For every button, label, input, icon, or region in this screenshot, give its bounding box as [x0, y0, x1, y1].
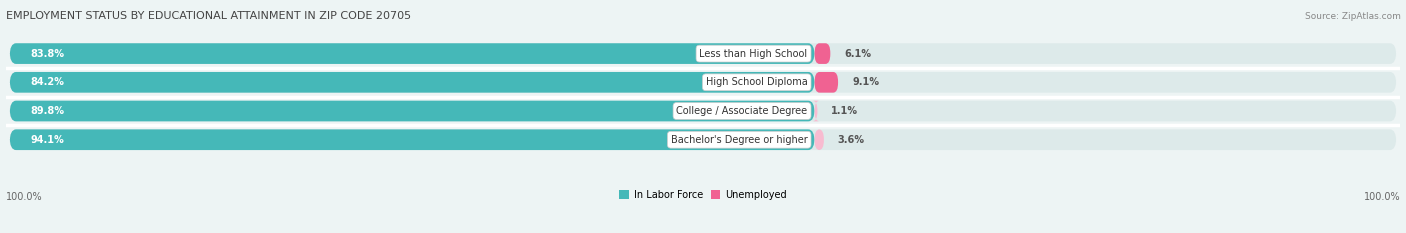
- FancyBboxPatch shape: [10, 101, 1396, 121]
- FancyBboxPatch shape: [813, 101, 820, 121]
- FancyBboxPatch shape: [10, 101, 814, 121]
- FancyBboxPatch shape: [10, 43, 1396, 64]
- Text: 94.1%: 94.1%: [31, 135, 65, 145]
- Text: High School Diploma: High School Diploma: [706, 77, 807, 87]
- Text: Bachelor's Degree or higher: Bachelor's Degree or higher: [671, 135, 807, 145]
- Text: 100.0%: 100.0%: [1364, 192, 1400, 202]
- FancyBboxPatch shape: [10, 72, 814, 93]
- Legend: In Labor Force, Unemployed: In Labor Force, Unemployed: [616, 186, 790, 204]
- Text: EMPLOYMENT STATUS BY EDUCATIONAL ATTAINMENT IN ZIP CODE 20705: EMPLOYMENT STATUS BY EDUCATIONAL ATTAINM…: [6, 11, 411, 21]
- Text: 84.2%: 84.2%: [31, 77, 65, 87]
- Text: Source: ZipAtlas.com: Source: ZipAtlas.com: [1305, 12, 1400, 21]
- Text: 1.1%: 1.1%: [831, 106, 859, 116]
- Text: 3.6%: 3.6%: [838, 135, 865, 145]
- Text: 6.1%: 6.1%: [844, 49, 872, 58]
- Text: College / Associate Degree: College / Associate Degree: [676, 106, 807, 116]
- Text: Less than High School: Less than High School: [700, 49, 807, 58]
- FancyBboxPatch shape: [814, 129, 824, 150]
- FancyBboxPatch shape: [10, 129, 814, 150]
- Text: 83.8%: 83.8%: [31, 49, 65, 58]
- FancyBboxPatch shape: [10, 72, 1396, 93]
- Text: 9.1%: 9.1%: [852, 77, 879, 87]
- Text: 100.0%: 100.0%: [6, 192, 42, 202]
- Text: 89.8%: 89.8%: [31, 106, 65, 116]
- FancyBboxPatch shape: [10, 43, 814, 64]
- FancyBboxPatch shape: [10, 129, 1396, 150]
- FancyBboxPatch shape: [814, 72, 838, 93]
- FancyBboxPatch shape: [814, 43, 831, 64]
